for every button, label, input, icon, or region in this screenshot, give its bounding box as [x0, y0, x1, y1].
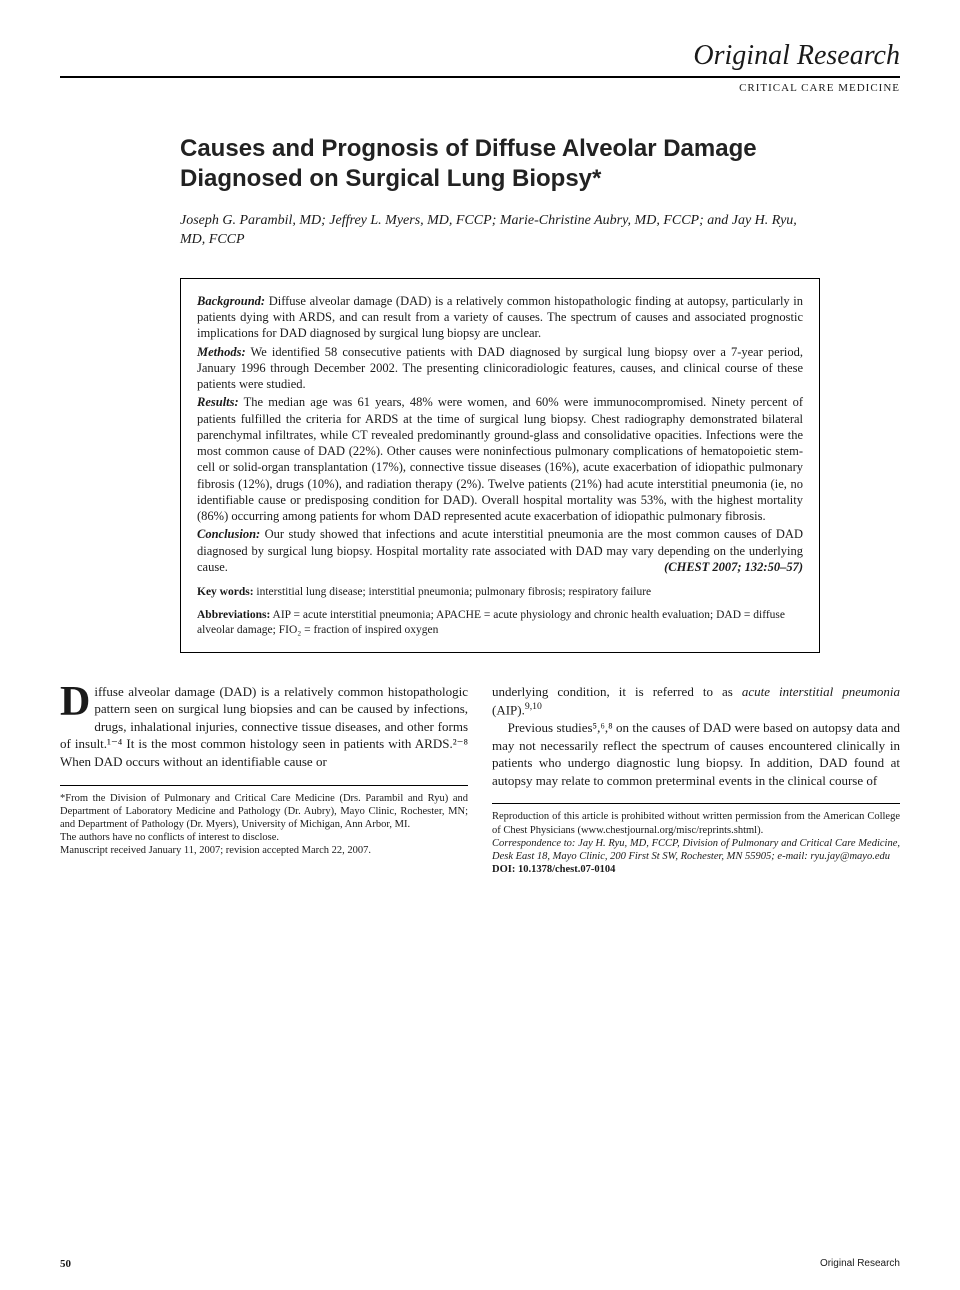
footnote-divider-left — [60, 785, 468, 786]
section-title: Original Research — [60, 40, 900, 72]
author-list: Joseph G. Parambil, MD; Jeffrey L. Myers… — [180, 212, 820, 250]
abstract-conclusion-label: Conclusion: — [197, 527, 260, 541]
column-right: underlying condition, it is referred to … — [492, 683, 900, 876]
body-col1-p1: iffuse alveolar damage (DAD) is a relati… — [60, 684, 468, 769]
abbreviations-line: Abbreviations: AIP = acute interstitial … — [197, 608, 803, 638]
body-col2-p1: underlying condition, it is referred to … — [492, 683, 900, 719]
body-paragraph-1: Diffuse alveolar damage (DAD) is a relat… — [60, 683, 468, 771]
page-footer: 50 Original Research — [60, 1258, 900, 1270]
article-title: Causes and Prognosis of Diffuse Alveolar… — [180, 134, 820, 194]
footnote-reproduction: Reproduction of this article is prohibit… — [492, 810, 900, 836]
abstract-methods-label: Methods: — [197, 345, 246, 359]
section-subtitle: CRITICAL CARE MEDICINE — [60, 82, 900, 94]
abstract-methods-text: We identified 58 consecutive patients wi… — [197, 345, 803, 392]
abbreviations-label: Abbreviations: — [197, 609, 270, 621]
dropcap: D — [60, 683, 94, 721]
footnote-doi: DOI: 10.1378/chest.07-0104 — [492, 863, 900, 876]
body-col2-p2: Previous studies⁵,⁶,⁸ on the causes of D… — [492, 719, 900, 789]
abstract-methods: Methods: We identified 58 consecutive pa… — [197, 344, 803, 393]
footnote-correspondence: Correspondence to: Jay H. Ryu, MD, FCCP,… — [492, 837, 900, 863]
page-number: 50 — [60, 1258, 71, 1270]
footnote-dates: Manuscript received January 11, 2007; re… — [60, 844, 468, 857]
abstract-results: Results: The median age was 61 years, 48… — [197, 394, 803, 524]
abstract-background-text: Diffuse alveolar damage (DAD) is a relat… — [197, 294, 803, 341]
header-rule-box: Original Research — [60, 40, 900, 78]
abstract-results-label: Results: — [197, 395, 239, 409]
abstract-citation: (CHEST 2007; 132:50–57) — [664, 559, 803, 575]
abstract-background-label: Background: — [197, 294, 265, 308]
keywords-text: interstitial lung disease; interstitial … — [256, 586, 651, 598]
abstract-conclusion: Conclusion: Our study showed that infect… — [197, 526, 803, 575]
footer-section-label: Original Research — [820, 1258, 900, 1270]
keywords-line: Key words: interstitial lung disease; in… — [197, 585, 803, 600]
footnote-divider-right — [492, 803, 900, 804]
footnote-coi: The authors have no conflicts of interes… — [60, 831, 468, 844]
body-two-column: Diffuse alveolar damage (DAD) is a relat… — [60, 683, 900, 876]
abbreviations-text: AIP = acute interstitial pneumonia; APAC… — [197, 609, 785, 636]
column-left: Diffuse alveolar damage (DAD) is a relat… — [60, 683, 468, 876]
abstract-results-text: The median age was 61 years, 48% were wo… — [197, 395, 803, 523]
keywords-label: Key words: — [197, 586, 254, 598]
footnote-affiliation: *From the Division of Pulmonary and Crit… — [60, 792, 468, 831]
abstract-background: Background: Diffuse alveolar damage (DAD… — [197, 293, 803, 342]
abstract-box: Background: Diffuse alveolar damage (DAD… — [180, 278, 820, 653]
